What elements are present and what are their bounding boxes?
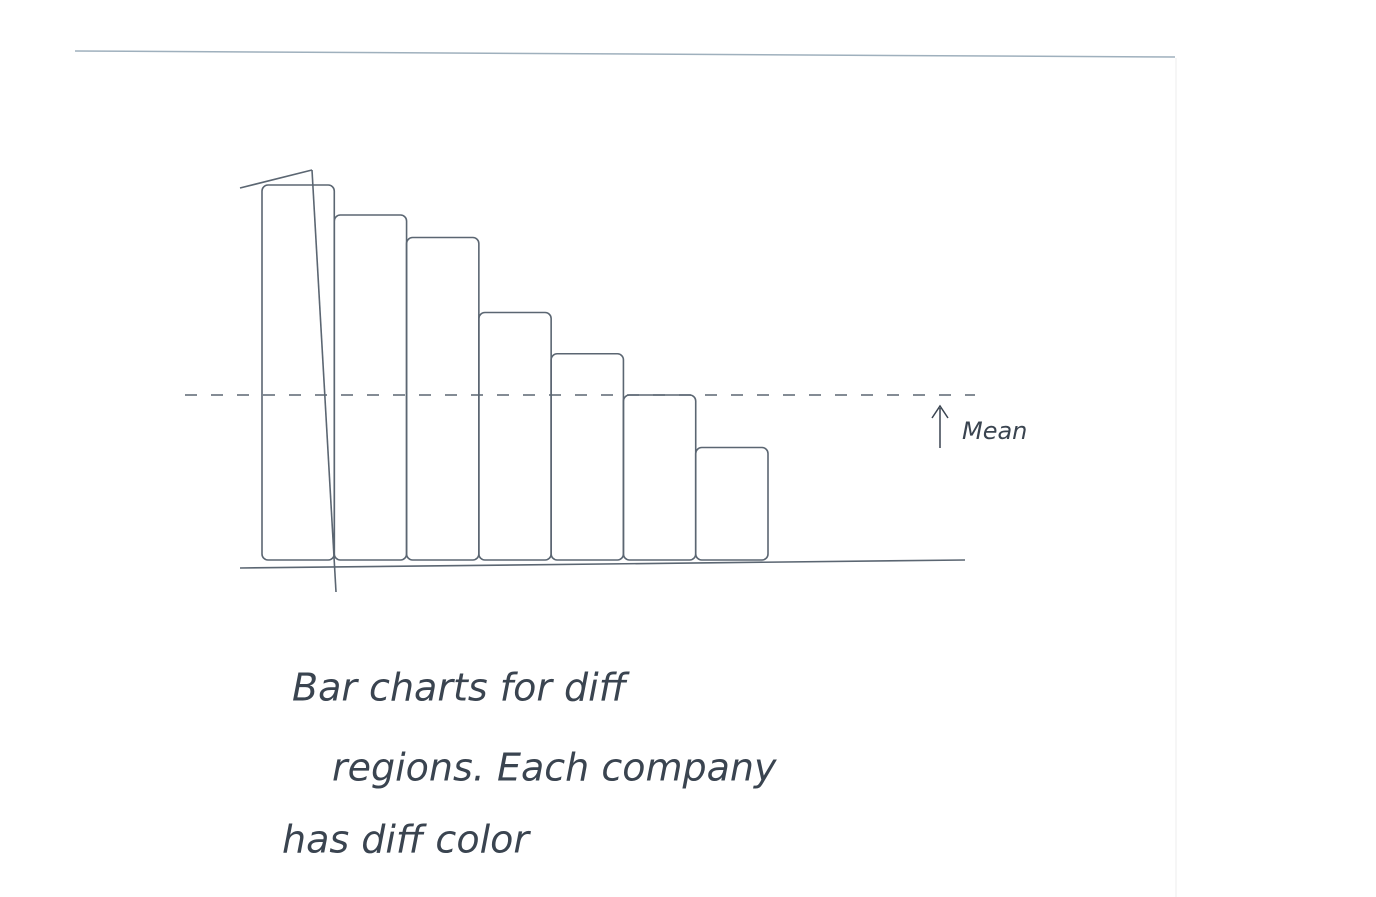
mean-label: Mean: [962, 417, 1027, 445]
bar: [694, 446, 769, 561]
note-line: has diff color: [282, 818, 531, 862]
bar-sketch: [185, 169, 975, 593]
note-line: regions. Each company: [332, 746, 777, 790]
note-line: Bar charts for diff: [292, 666, 630, 710]
page-rule: [74, 50, 1176, 58]
mean-arrow: [931, 404, 949, 448]
x-axis: [239, 559, 966, 569]
y-axis-cap: [239, 169, 313, 189]
y-axis: [311, 169, 337, 593]
